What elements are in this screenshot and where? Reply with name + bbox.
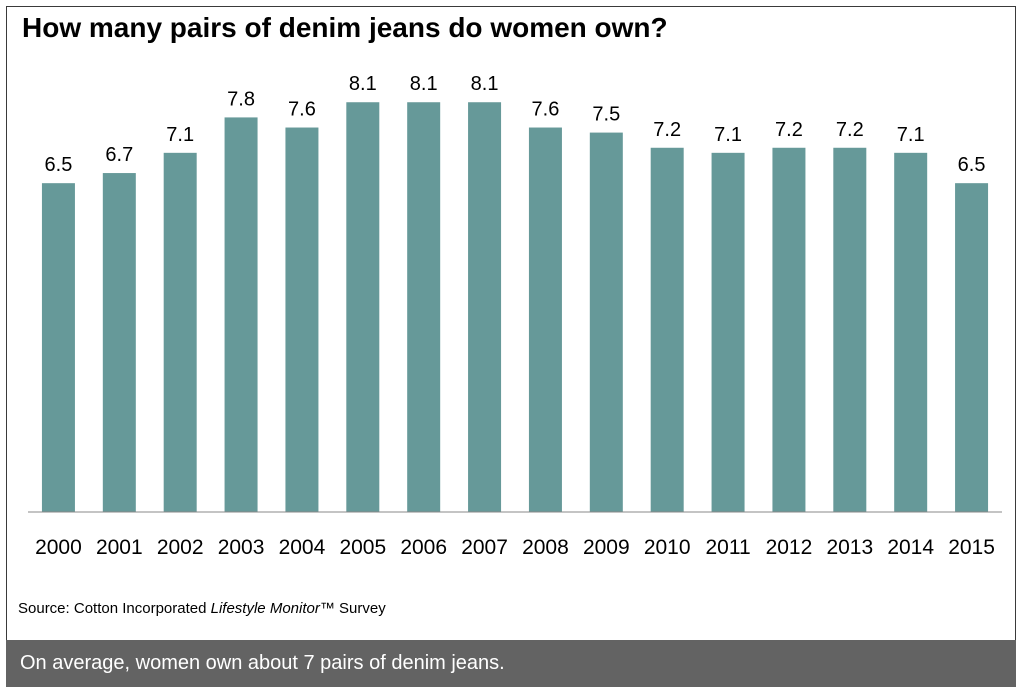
value-label-2011: 7.1	[714, 124, 742, 146]
footer-text: On average, women own about 7 pairs of d…	[20, 652, 505, 674]
value-label-2010: 7.2	[653, 119, 681, 141]
tick-label-2003: 2003	[218, 536, 265, 559]
value-label-2002: 7.1	[166, 124, 194, 146]
source-italic: Lifestyle Monitor	[210, 600, 320, 617]
bar-2013	[833, 147, 867, 512]
tick-label-2004: 2004	[279, 536, 326, 559]
bar-2008	[528, 127, 562, 512]
value-label-2004: 7.6	[288, 99, 316, 121]
tick-label-2005: 2005	[339, 536, 386, 559]
value-label-2003: 7.8	[227, 88, 255, 110]
tick-label-2014: 2014	[887, 536, 934, 559]
tick-label-2001: 2001	[96, 536, 143, 559]
tick-label-2013: 2013	[826, 536, 873, 559]
footer-banner: On average, women own about 7 pairs of d…	[6, 640, 1016, 687]
bar-2000	[41, 183, 75, 513]
bar-2003	[224, 117, 258, 512]
bar-2011	[711, 152, 745, 512]
tick-label-2008: 2008	[522, 536, 569, 559]
bar-2010	[650, 147, 684, 512]
tick-label-2007: 2007	[461, 536, 508, 559]
bar-2007	[468, 102, 502, 512]
tick-label-2010: 2010	[644, 536, 691, 559]
bar-2012	[772, 147, 806, 512]
bar-2015	[955, 183, 989, 513]
value-label-2007: 8.1	[471, 73, 499, 95]
tick-label-2006: 2006	[400, 536, 447, 559]
bar-2004	[285, 127, 319, 512]
value-label-2006: 8.1	[410, 73, 438, 95]
bar-2001	[102, 173, 136, 512]
tick-label-2009: 2009	[583, 536, 630, 559]
bar-2002	[163, 152, 197, 512]
bar-2014	[894, 152, 928, 512]
value-label-2012: 7.2	[775, 119, 803, 141]
tick-label-2002: 2002	[157, 536, 204, 559]
value-label-2008: 7.6	[532, 99, 560, 121]
source-prefix: Source: Cotton Incorporated	[18, 600, 211, 617]
bar-2006	[407, 102, 441, 512]
value-label-2013: 7.2	[836, 119, 864, 141]
bar-2009	[589, 132, 623, 512]
tick-labels-group: 2000 2001 2002 2003 2004 2005 2006 2007 2008 2009…	[35, 536, 995, 559]
value-label-2015: 6.5	[958, 154, 986, 176]
bar-chart: 6.5 6.7 7.1 7.8 7.6 8.1 8.1 8.1 7.6 7.5 7.2 7.1 7.2 7…	[28, 73, 1002, 559]
tick-label-2011: 2011	[705, 536, 750, 559]
chart-title: How many pairs of denim jeans do women o…	[22, 12, 668, 43]
value-label-2014: 7.1	[897, 124, 925, 146]
source-note: Source: Cotton Incorporated Lifestyle Mo…	[18, 600, 386, 617]
value-label-2001: 6.7	[105, 144, 133, 166]
source-suffix: ™ Survey	[319, 600, 386, 617]
bars-group	[41, 102, 989, 513]
tick-label-2015: 2015	[948, 536, 995, 559]
tick-label-2012: 2012	[766, 536, 813, 559]
value-labels-group: 6.5 6.7 7.1 7.8 7.6 8.1 8.1 8.1 7.6 7.5 7.2 7.1 7.2 7…	[45, 73, 986, 176]
bar-2005	[346, 102, 380, 512]
value-label-2009: 7.5	[592, 104, 620, 126]
value-label-2000: 6.5	[45, 154, 73, 176]
value-label-2005: 8.1	[349, 73, 377, 95]
tick-label-2000: 2000	[35, 536, 82, 559]
